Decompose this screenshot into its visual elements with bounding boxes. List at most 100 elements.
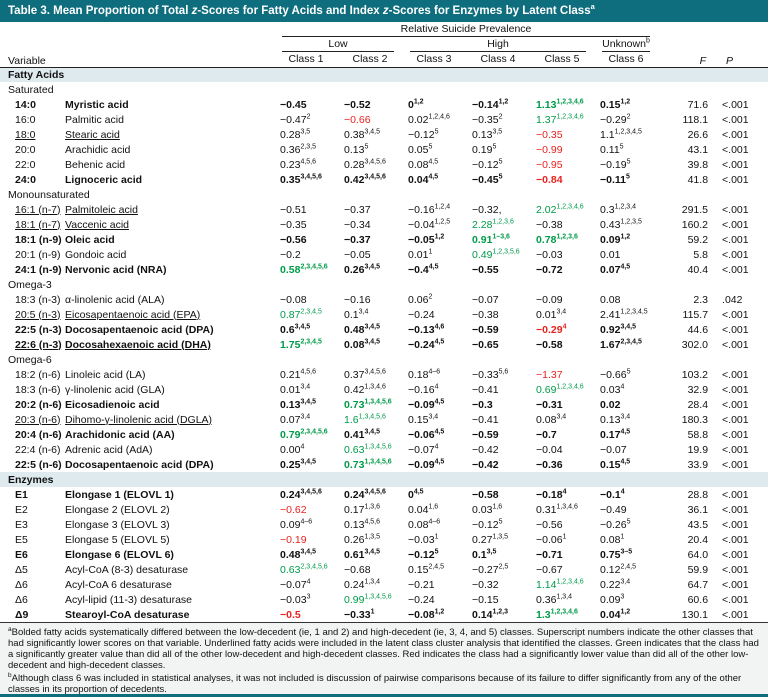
- name-text: Adrenic acid (AdA): [65, 443, 153, 456]
- name-text: Elongase 2 (ELOVL 2): [65, 503, 170, 516]
- value-text: 0.872,3,4,5: [280, 308, 322, 321]
- data-row: Δ9 Stearoyl-CoA desaturase −0.5 −0.331 −0.08…: [0, 607, 768, 622]
- cell-p: <.001: [722, 368, 749, 381]
- value-text: −0.38: [472, 308, 499, 321]
- cell-f: 44.6: [687, 323, 709, 336]
- name-text: Elongase 6 (ELOVL 6): [65, 548, 174, 561]
- subsection-label: Omega-6: [8, 353, 52, 366]
- value-superscript: 1,3,4,5,6: [364, 593, 392, 600]
- cell-class-4: −0.41: [466, 412, 530, 427]
- value-superscript: 3,4,5: [364, 428, 381, 435]
- cell-class-1: 0.353,4,5,6: [274, 172, 338, 187]
- cell-class-3: −0.051,2: [402, 232, 466, 247]
- value-superscript: 1,2: [620, 608, 631, 615]
- name-text: Stearic acid: [65, 128, 120, 141]
- value-text: 0.044,5: [408, 173, 439, 186]
- cell-class-1: −0.074: [274, 577, 338, 592]
- value-text: 0.243,4,5,6: [280, 488, 322, 501]
- cell-class-5: −0.04: [530, 442, 594, 457]
- value-text: 0.311,3,4,6: [536, 503, 578, 516]
- value-superscript: 4: [434, 443, 439, 450]
- cell-class-3: −0.44,5: [402, 262, 466, 277]
- value-superscript: 5: [626, 518, 631, 525]
- cell-p: <.001: [722, 248, 749, 261]
- value-text: −0.074: [280, 578, 311, 591]
- value-text: 0.631,3,4,5,6: [344, 443, 392, 456]
- data-row: 16:0 Palmitic acid −0.472 −0.66 0.021,2,4,6 −…: [0, 112, 768, 127]
- cell-f: 2.3: [693, 293, 709, 306]
- value-text: −0.42: [472, 443, 499, 456]
- value-text: −0.21: [408, 578, 435, 591]
- value-text: 0.081: [600, 533, 625, 546]
- value-text: −0.37: [344, 233, 371, 246]
- cell-class-5: −0.56: [530, 517, 594, 532]
- cell-class-1: 0.013,4: [274, 382, 338, 397]
- cell-class-3: 0.041,6: [402, 502, 466, 517]
- cell-p: <.001: [722, 578, 749, 591]
- value-superscript: 2,4,5: [428, 563, 445, 570]
- value-text: −0.31: [536, 398, 563, 411]
- data-row: 20:3 (n-6) Dihomo-γ-linolenic acid (DGLA)…: [0, 412, 768, 427]
- cell-code: 20:5 (n-3): [0, 307, 62, 322]
- cell-class-5: −0.99: [530, 142, 594, 157]
- data-row: 18:2 (n-6) Linoleic acid (LA) 0.214,5,6 0.3…: [0, 367, 768, 382]
- value-text: −0.41: [472, 383, 499, 396]
- value-superscript: 4,5: [428, 263, 439, 270]
- value-superscript: 1,3,4,6: [556, 503, 578, 510]
- cell-class-6: 1.11,2,3,4,5: [594, 127, 658, 142]
- cell-class-2: −0.34: [338, 217, 402, 232]
- cell-f: 302.0: [681, 338, 709, 351]
- value-text: 0.491,2,3,5,6: [472, 248, 520, 261]
- cell-f: 43.5: [687, 518, 709, 531]
- data-row: E5 Elongase 5 (ELOVL 5) −0.19 0.261,3,5 −0.0…: [0, 532, 768, 547]
- cell-p: <.001: [722, 158, 749, 171]
- data-row: Δ6 Acyl-lipid (11-3) desaturase −0.033 0.99…: [0, 592, 768, 607]
- value-text: 0.373,4,5,6: [344, 368, 386, 381]
- value-text: −0.68: [344, 563, 371, 576]
- code-text: 22:0: [15, 158, 36, 171]
- cell-class-2: 0.261,3,5: [338, 532, 402, 547]
- cell-class-6: 1.672,3,4,5: [594, 337, 658, 352]
- section-label: Fatty Acids: [0, 67, 768, 82]
- value-text: −0.03: [536, 248, 563, 261]
- cell-class-4: −0.58: [466, 487, 530, 502]
- cell-f: 33.9: [687, 458, 709, 471]
- value-superscript: 3,4,5: [300, 398, 317, 405]
- value-superscript: 3,4: [620, 413, 631, 420]
- value-text: 0.151,2: [600, 98, 631, 111]
- group-low-label: Low: [282, 38, 394, 52]
- cell-f: 20.4: [687, 533, 709, 546]
- cell-class-6: 0.08: [594, 292, 658, 307]
- cell-class-5: −0.184: [530, 487, 594, 502]
- cell-f: 28.4: [687, 398, 709, 411]
- name-text: Stearoyl-CoA desaturase: [65, 608, 190, 621]
- value-text: 0.013,4: [280, 383, 311, 396]
- cell-class-4: 2.281,2,3,6: [466, 217, 530, 232]
- cell-class-5: −0.71: [530, 547, 594, 562]
- cell-p: <.001: [722, 533, 749, 546]
- cell-class-4: 0.031,6: [466, 502, 530, 517]
- value-text: 0.041,6: [408, 503, 439, 516]
- cell-class-4: −0.42: [466, 442, 530, 457]
- table-title: Table 3. Mean Proportion of Total z-Scor…: [0, 0, 768, 22]
- code-text: 24:0: [15, 173, 37, 186]
- cell-name: Elongase 5 (ELOVL 5): [62, 532, 274, 547]
- cell-class-4: 0.141,2,3: [466, 607, 530, 622]
- cell-code: Δ6: [0, 577, 62, 592]
- cell-class-5: −0.72: [530, 262, 594, 277]
- cell-p: <.001: [722, 413, 749, 426]
- value-text: −0.2: [280, 248, 301, 261]
- cell-class-5: −0.84: [530, 172, 594, 187]
- cell-code: 22:6 (n-3): [0, 337, 62, 352]
- cell-class-5: −1.37: [530, 367, 594, 382]
- cell-code: 22:0: [0, 157, 62, 172]
- cell-class-6: 0.31,2,3,4: [594, 202, 658, 217]
- value-text: −0.55: [472, 263, 499, 276]
- code-text: 20:3 (n-6): [15, 413, 61, 426]
- value-superscript: 4: [562, 323, 567, 330]
- value-superscript: 1,2: [498, 98, 509, 105]
- footnote-a-text: Bolded fatty acids systematically differ…: [8, 627, 759, 671]
- value-superscript: 5: [492, 143, 497, 150]
- value-text: −0.272,5: [472, 563, 509, 576]
- footnotes: aBolded fatty acids systematically diffe…: [0, 622, 768, 694]
